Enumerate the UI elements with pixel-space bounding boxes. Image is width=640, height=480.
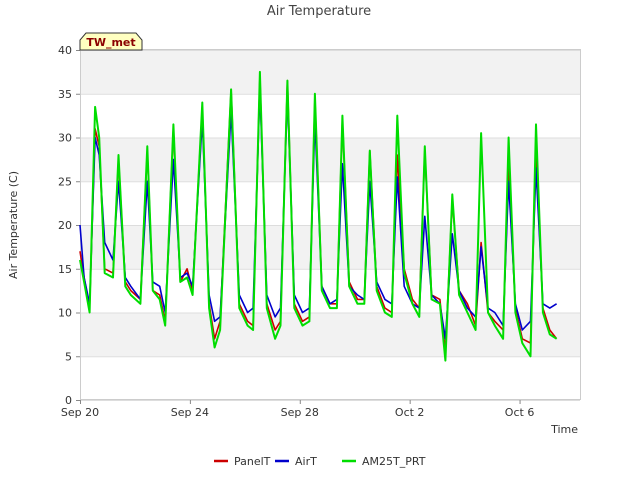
- legend-label: PanelT: [234, 455, 271, 468]
- y-tick-label: 10: [58, 307, 72, 320]
- y-tick-label: 30: [58, 132, 72, 145]
- x-tick-label: Sep 20: [61, 406, 99, 419]
- y-tick-label: 35: [58, 88, 72, 101]
- grid-band: [80, 225, 580, 269]
- legend-label: AirT: [295, 455, 317, 468]
- station-tag-box: [79, 32, 143, 51]
- y-axis-title: Air Temperature (C): [7, 171, 20, 279]
- x-tick-label: Sep 28: [281, 406, 319, 419]
- grid-band: [80, 312, 580, 357]
- plot-background-bands: [80, 50, 580, 401]
- series-lines: [79, 70, 558, 362]
- y-tick-label: 25: [58, 175, 72, 188]
- grid-band: [80, 137, 580, 182]
- legend: PanelT AirT AM25T_PRT: [214, 455, 426, 468]
- series-line-am25t_prt: [79, 70, 558, 362]
- y-tick-label: 15: [58, 263, 72, 276]
- station-tag: TW_met: [79, 32, 143, 51]
- x-tick-label: Sep 24: [171, 406, 209, 419]
- plot-frame: [80, 49, 581, 400]
- grid-band: [80, 50, 580, 94]
- x-axis-title: Time: [550, 423, 578, 436]
- y-tick-label: 40: [58, 44, 72, 57]
- y-tick-label: 5: [65, 350, 72, 363]
- x-tick-label: Oct 6: [505, 406, 535, 419]
- y-tick-label: 20: [58, 219, 72, 232]
- legend-label: AM25T_PRT: [362, 455, 426, 468]
- x-tick-label: Oct 2: [395, 406, 425, 419]
- station-tag-label: TW_met: [86, 36, 135, 49]
- x-axis: Sep 20 Sep 24 Sep 28 Oct 2 Oct 6: [61, 400, 534, 419]
- y-tick-label: 0: [65, 394, 72, 407]
- y-axis: 0 5 10 15 20 25 30 35 40: [58, 44, 80, 407]
- chart-title: Air Temperature: [267, 4, 371, 19]
